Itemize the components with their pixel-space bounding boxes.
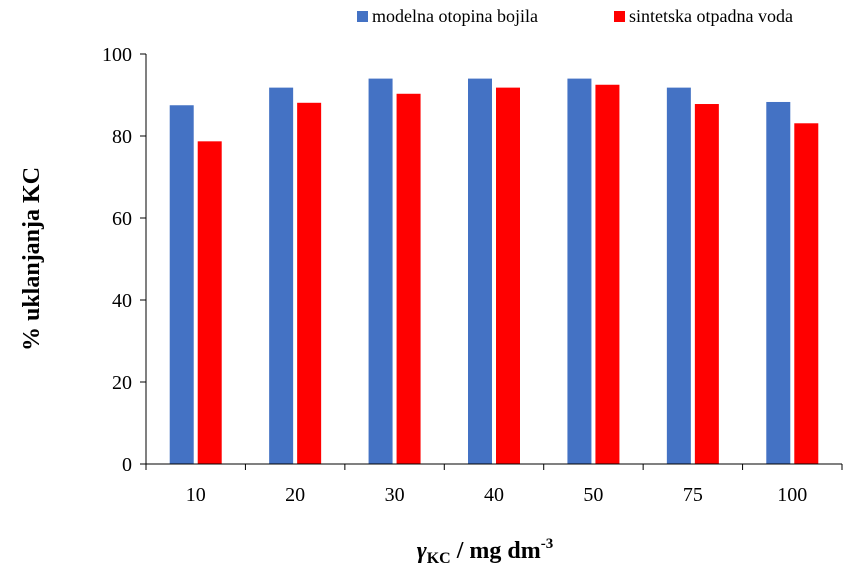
bar-series-1-20 [269,87,294,465]
bar-series-2-75 [694,104,719,465]
x-tick-label: 75 [683,484,703,506]
legend-swatch-2 [614,11,625,22]
bar-series-1-30 [368,78,393,464]
legend-swatch-1 [357,11,368,22]
bar-series-2-50 [595,84,620,464]
x-tick-label: 50 [583,484,603,506]
bar-series-1-40 [468,78,492,464]
bars-layer [169,78,819,465]
y-tick-label: 60 [112,208,132,230]
ticks-layer: 0 20 40 60 80 100 10 20 30 40 50 75 100 [102,44,843,506]
x-tick-label: 40 [484,484,504,506]
y-tick-label: 40 [112,290,132,312]
y-tick-label: 20 [112,372,132,394]
legend-label-1: modelna otopina bojila [372,6,538,26]
bar-series-2-40 [496,87,520,465]
x-tick-label: 20 [285,484,305,506]
x-axis-unit: / mg dm [451,538,541,564]
y-tick-label: 80 [112,126,132,148]
axes-layer [145,54,842,465]
legend-label-2: sintetska otpadna voda [629,6,793,26]
bar-series-2-20 [297,102,322,464]
bar-series-2-100 [794,123,819,464]
bar-series-1-50 [567,78,592,464]
bar-series-2-10 [197,141,222,464]
y-tick-label: 100 [102,44,132,66]
x-tick-label: 30 [385,484,405,506]
legend: modelna otopina bojila sintetska otpadna … [357,6,793,26]
bar-series-1-100 [766,101,791,464]
x-axis-superscript: -3 [541,536,554,552]
bar-series-1-75 [666,87,691,465]
x-axis-title: γKC / mg dm-3 [417,536,553,567]
y-axis-title: % uklanjanja KC [19,167,45,351]
x-axis-symbol: γ [417,538,427,564]
x-tick-label: 10 [186,484,206,506]
bar-series-2-30 [396,93,421,465]
y-tick-label: 0 [122,454,132,476]
bar-series-1-10 [169,105,194,464]
x-axis-subscript: KC [427,550,451,567]
x-tick-label: 100 [777,484,807,506]
